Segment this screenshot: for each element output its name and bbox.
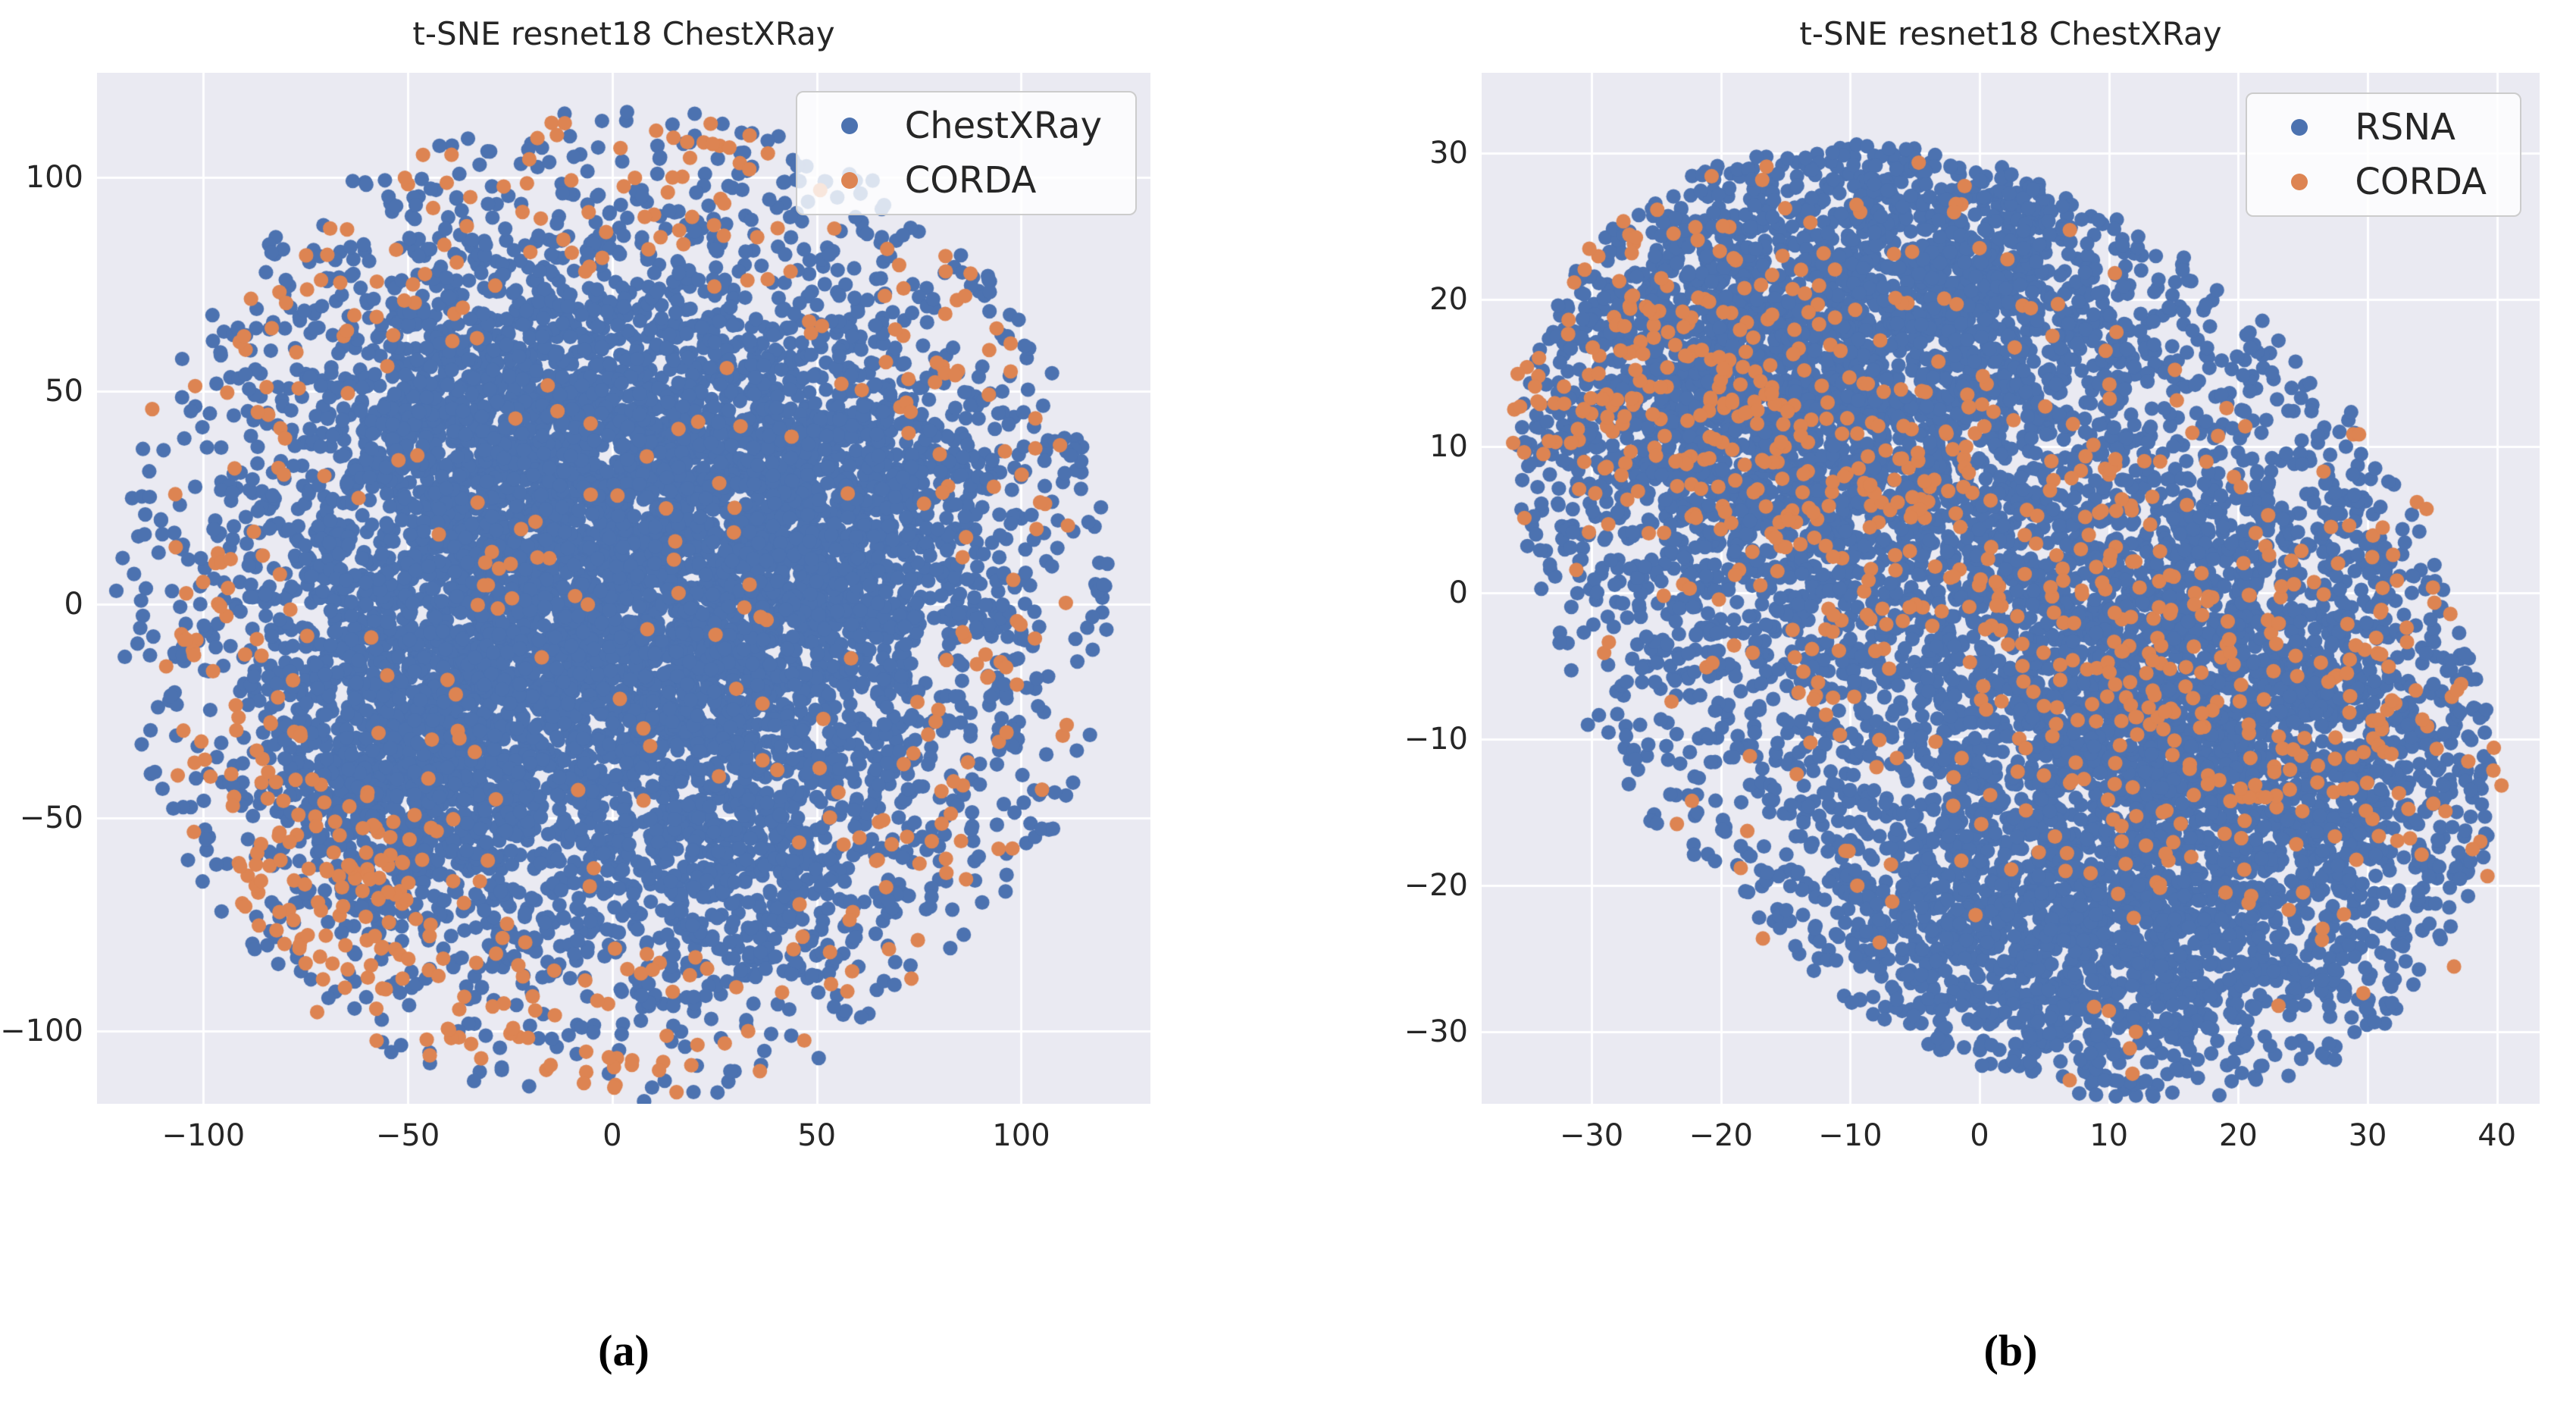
plot-b-ytick-label: −10 [1404, 721, 1468, 757]
plot-b-scatter-canvas [1482, 73, 2540, 1104]
plot-a-legend: ChestXRay CORDA [795, 91, 1137, 215]
plot-a-ytick-label: 0 [64, 587, 83, 622]
legend-entry-rsna: RSNA [2247, 100, 2487, 155]
plot-b-xtick-label: −30 [1559, 1118, 1624, 1153]
legend-marker-icon [2291, 119, 2308, 136]
plot-b-ytick-label: 30 [1429, 136, 1468, 171]
plot-b-ytick-label: 20 [1429, 282, 1468, 318]
plot-b-xtick-label: 0 [1970, 1118, 1989, 1153]
plot-a-xtick-label: 100 [992, 1118, 1050, 1153]
plot-b-xtick-label: −10 [1818, 1118, 1883, 1153]
plot-b-ytick-label: 0 [1448, 575, 1468, 610]
legend-entry-corda: CORDA [2247, 155, 2487, 209]
plot-b-xtick-label: 10 [2089, 1118, 2129, 1153]
plot-b-xtick-label: −20 [1689, 1118, 1753, 1153]
plot-a-xtick-label: 50 [797, 1118, 837, 1153]
legend-entry-chestxray: ChestXRay [797, 99, 1102, 153]
caption-a: (a) [598, 1326, 649, 1375]
plot-b-ytick-label: −30 [1404, 1014, 1468, 1050]
plot-b-axes: RSNA CORDA [1482, 73, 2540, 1104]
caption-b: (b) [1983, 1326, 2038, 1375]
plot-b-xtick-label: 40 [2477, 1118, 2517, 1153]
plot-b-xtick-label: 30 [2348, 1118, 2387, 1153]
plot-a-xtick-label: 0 [603, 1118, 622, 1153]
plot-a-title: t-SNE resnet18 ChestXRay [412, 15, 835, 52]
plot-a-xtick-label: −50 [375, 1118, 440, 1153]
legend-marker-icon [2291, 174, 2308, 190]
legend-marker-icon [840, 172, 858, 189]
plot-a-scatter-canvas [97, 73, 1150, 1104]
legend-label: ChestXRay [904, 105, 1102, 147]
legend-entry-corda: CORDA [797, 153, 1102, 208]
plot-a-ytick-label: −100 [0, 1014, 83, 1049]
legend-label: RSNA [2355, 106, 2455, 149]
plot-a-xtick-label: −100 [161, 1118, 246, 1153]
legend-marker-icon [840, 118, 858, 134]
plot-b-xtick-label: 20 [2218, 1118, 2258, 1153]
legend-label: CORDA [2355, 161, 2487, 203]
plot-a-ytick-label: −50 [19, 800, 83, 835]
plot-b-ytick-label: −20 [1404, 868, 1468, 904]
plot-b-ytick-label: 10 [1429, 428, 1468, 464]
plot-b-legend: RSNA CORDA [2246, 92, 2521, 217]
plot-a-axes: ChestXRay CORDA [97, 73, 1150, 1104]
plot-a-ytick-label: 50 [45, 373, 83, 409]
legend-label: CORDA [904, 159, 1037, 202]
plot-b-title: t-SNE resnet18 ChestXRay [1799, 15, 2222, 52]
plot-a-ytick-label: 100 [25, 159, 83, 195]
